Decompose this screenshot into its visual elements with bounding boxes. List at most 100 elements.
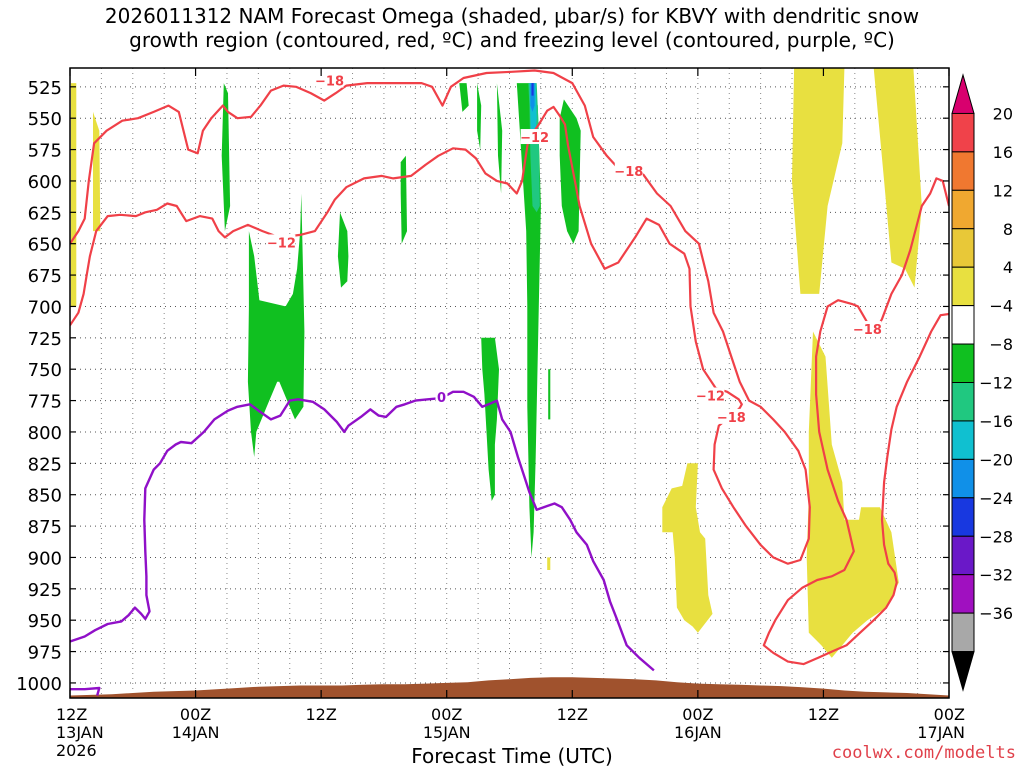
- contour-label: −12: [696, 390, 725, 405]
- x-tick-label: 17JAN: [917, 723, 965, 742]
- colorbar-label: −8: [989, 335, 1013, 354]
- colorbar-label: −16: [979, 412, 1013, 431]
- colorbar-label: −20: [979, 450, 1013, 469]
- colorbar-segment: [951, 382, 975, 422]
- contour-label: −18: [614, 165, 643, 180]
- colorbar-label: 16: [993, 143, 1013, 162]
- y-tick-label: 550: [28, 109, 62, 130]
- dgz-contour-line: [70, 69, 811, 565]
- colorbar-segment: [951, 497, 975, 537]
- x-tick-label: 15JAN: [423, 723, 471, 742]
- y-tick-label: 775: [28, 392, 62, 413]
- colorbar-label: 4: [1003, 258, 1013, 277]
- omega-region: [71, 83, 77, 307]
- omega-region: [662, 463, 713, 633]
- colorbar-label: 8: [1003, 220, 1013, 239]
- credit-text: coolwx.com/modelts: [831, 743, 1016, 763]
- freezing-level-line: [70, 390, 655, 672]
- colorbar-label: −4: [989, 297, 1013, 316]
- colorbar-segment: [951, 420, 975, 460]
- y-tick-label: 850: [28, 486, 62, 507]
- plot-frame: [69, 67, 950, 699]
- contour-label: −12: [520, 131, 549, 146]
- title-line-1: 2026011312 NAM Forecast Omega (shaded, μ…: [104, 4, 920, 28]
- y-tick-label: 875: [28, 517, 62, 538]
- x-tick-label: 2026: [56, 741, 97, 760]
- omega-region: [548, 369, 551, 420]
- colorbar-label: 20: [993, 104, 1013, 123]
- x-tick-label: 14JAN: [172, 723, 220, 742]
- colorbar-segment: [951, 535, 975, 576]
- y-tick-label: 600: [28, 172, 62, 193]
- colorbar-segment: [951, 305, 975, 345]
- omega-region: [459, 83, 469, 112]
- contour-label-bg: [435, 388, 448, 404]
- chart-title: 2026011312 NAM Forecast Omega (shaded, μ…: [0, 4, 1024, 52]
- colorbar-label: −12: [979, 374, 1013, 393]
- colorbar: 20 16 12 8 4 −4 −8 −12 −16 −20 −24 −28 −32 −36: [951, 73, 1013, 692]
- colorbar-label: −32: [979, 566, 1013, 585]
- omega-region: [400, 155, 407, 244]
- colorbar-segment: [951, 189, 975, 230]
- freezing-level-line: [70, 686, 101, 696]
- x-tick-label: 12Z: [305, 705, 336, 724]
- x-tick-label: 12Z: [808, 705, 839, 724]
- y-tick-label: 525: [28, 78, 62, 99]
- contour-label-bg: [853, 321, 882, 337]
- omega-region: [531, 83, 534, 96]
- omega-region: [559, 99, 581, 244]
- terrain-surface: [70, 677, 949, 698]
- contour-label: −12: [267, 236, 296, 251]
- contour-label-bg: [267, 234, 296, 250]
- freezing-level-contours: [70, 390, 655, 696]
- contour-labels: −18 −12 −18 −12 −12 −18 −18 0: [267, 72, 882, 426]
- contour-label-bg: [717, 408, 746, 424]
- colorbar-segment: [951, 574, 975, 614]
- terrain: [70, 677, 949, 698]
- colorbar-label: −28: [979, 527, 1013, 546]
- colorbar-segment: [951, 458, 975, 499]
- colorbar-segment: [951, 112, 975, 153]
- y-tick-label: 750: [28, 360, 62, 381]
- omega-region: [337, 212, 349, 288]
- omega-region: [221, 83, 231, 232]
- omega-region: [873, 68, 922, 288]
- contour-label-bg: [696, 387, 725, 403]
- contour-label-bg: [520, 129, 549, 145]
- contour-label-bg: [614, 162, 643, 178]
- omega-region: [496, 83, 503, 194]
- contour-label: −18: [853, 323, 882, 338]
- y-tick-label: 575: [28, 141, 62, 162]
- x-tick-label: 00Z: [180, 705, 211, 724]
- colorbar-label: 12: [993, 181, 1013, 200]
- colorbar-label: −36: [979, 604, 1013, 623]
- y-tick-label: 650: [28, 235, 62, 256]
- contour-label: −18: [717, 411, 746, 426]
- colorbar-segment: [951, 343, 975, 383]
- colorbar-segment: [951, 228, 975, 268]
- colorbar-label: −24: [979, 489, 1013, 508]
- omega-region: [792, 68, 845, 294]
- y-tick-label: 925: [28, 580, 62, 601]
- x-tick-label: 16JAN: [674, 723, 722, 742]
- x-tick-label: 00Z: [934, 705, 965, 724]
- y-axis: 525 550 575 600 625 650 675 700 725 750 775 800 825 8…: [16, 78, 949, 695]
- y-tick-label: 1000: [16, 674, 62, 695]
- y-tick-label: 900: [28, 548, 62, 569]
- y-tick-label: 800: [28, 423, 62, 444]
- y-tick-label: 825: [28, 454, 62, 475]
- x-axis-label: Forecast Time (UTC): [411, 744, 613, 768]
- x-tick-label: 00Z: [431, 705, 462, 724]
- x-tick-label: 00Z: [682, 705, 713, 724]
- y-tick-label: 700: [28, 297, 62, 318]
- y-tick-label: 625: [28, 203, 62, 224]
- y-tick-label: 675: [28, 266, 62, 287]
- contour-label-bg: [315, 72, 344, 88]
- y-tick-label: 725: [28, 329, 62, 350]
- y-tick-label: 950: [28, 611, 62, 632]
- x-tick-label: 13JAN: [56, 723, 104, 742]
- omega-region: [481, 337, 499, 501]
- contour-label: 0: [437, 391, 446, 406]
- colorbar-segment: [951, 612, 975, 653]
